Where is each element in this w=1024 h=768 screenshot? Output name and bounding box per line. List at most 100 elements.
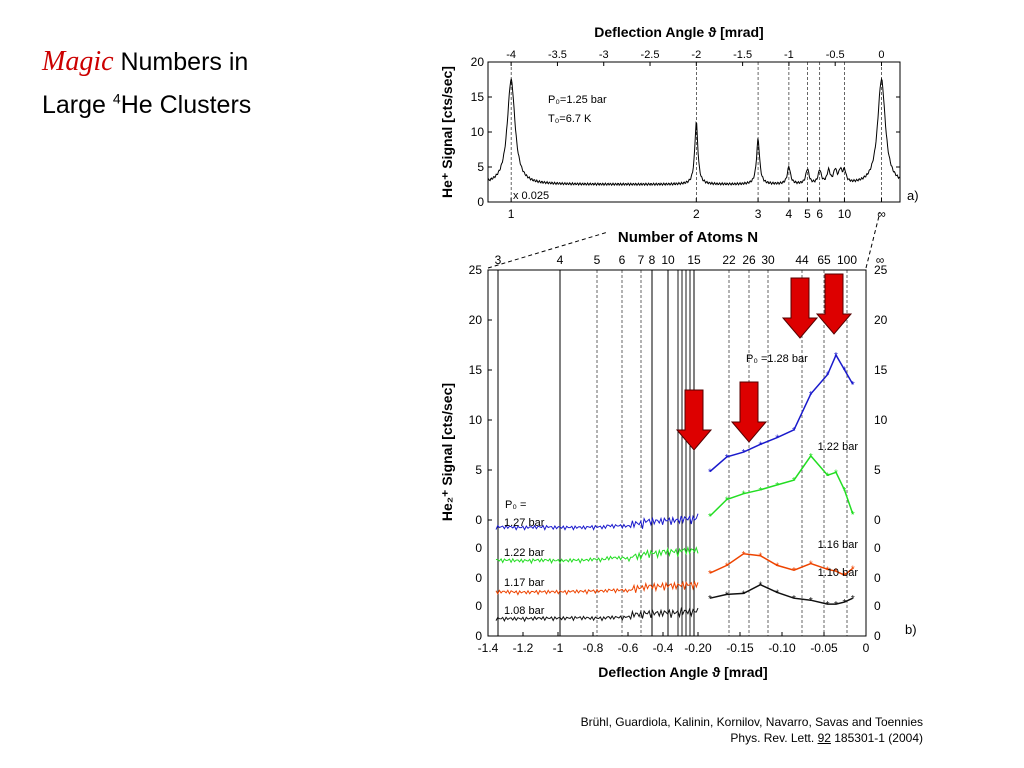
panel-b-series-marker: * — [851, 594, 855, 605]
panel-b-x-axis-title: Deflection Angle ϑ [mrad] — [598, 664, 767, 680]
panel-a-y-tick-label: 15 — [471, 90, 485, 104]
citation-journal-post: 185301-1 (2004) — [830, 731, 923, 745]
panel-b-series-marker: * — [809, 559, 813, 570]
zoom-connector-left — [487, 231, 609, 269]
panel-b-series-right-label: 1.22 bar — [818, 441, 859, 453]
panel-b-series-marker: * — [826, 565, 830, 576]
panel-b-y-tick-label: 25 — [469, 263, 483, 277]
panel-b-offset-zero-label-right: 0 — [874, 541, 881, 555]
panel-b-offset-zero-label-right: 0 — [874, 571, 881, 585]
panel-b-series-marker: * — [826, 600, 830, 611]
panel-b-n-tick-label: 8 — [649, 253, 656, 267]
panel-b-p0-label: P₀ = — [505, 499, 526, 511]
panel-b-series-marker: * — [742, 490, 746, 501]
panel-a: Deflection Angle ϑ [mrad] -4 -3.5 -3 -2.5 -2… — [439, 24, 919, 246]
panel-b-p0-blue-label: P₀ =1.28 bar — [746, 353, 808, 365]
panel-b-series-marker: * — [842, 571, 846, 582]
panel-b-series-marker: * — [792, 476, 796, 487]
panel-b-series-marker: * — [725, 590, 729, 601]
panel-b-series-marker: * — [809, 596, 813, 607]
panel-b-n-tick-label: 15 — [687, 253, 701, 267]
magic-number-arrow — [675, 389, 713, 451]
panel-b-series-left-trace — [495, 545, 699, 565]
panel-b-y-tick-label: 20 — [469, 313, 483, 327]
panel-b-n-tick-label: 5 — [594, 253, 601, 267]
panel-b-x-tick-label: -0.10 — [768, 641, 796, 655]
panel-a-n-tick-label: 3 — [755, 207, 762, 221]
panel-b-series-left-label: 1.17 bar — [504, 577, 545, 589]
panel-b-offset-zero-label: 0 — [475, 571, 482, 585]
panel-b-x-tick-label: -0.20 — [684, 641, 712, 655]
panel-b-x-tick-label: -0.15 — [726, 641, 754, 655]
panel-b-series-marker: * — [792, 594, 796, 605]
panel-b-series-right-trace — [709, 583, 854, 605]
panel-a-y-tick-label: 20 — [471, 55, 485, 69]
panel-a-n-tick-label: 1 — [508, 207, 515, 221]
citation-authors: Brühl, Guardiola, Kalinin, Kornilov, Nav… — [580, 715, 923, 729]
panel-b-series-marker: * — [742, 589, 746, 600]
panel-b-series-marker: * — [758, 581, 762, 592]
panel-b-x-tick-label: -1.4 — [478, 641, 499, 655]
panel-a-top-axis-title: Deflection Angle ϑ [mrad] — [594, 24, 763, 40]
panel-b-x-tick-label: -1.2 — [513, 641, 534, 655]
panel-a-top-tick-label: -0.5 — [826, 49, 845, 61]
panel-a-top-tick-label: -2 — [691, 49, 701, 61]
panel-b-series-marker: * — [842, 598, 846, 609]
panel-b-x-tick-label: -1 — [553, 641, 564, 655]
panel-b-offset-zero-label-right: 0 — [874, 629, 881, 643]
panel-a-y-tick-label: 5 — [477, 160, 484, 174]
panel-b-y-tick-label-right: 25 — [874, 263, 888, 277]
panel-b-series-marker: * — [775, 588, 779, 599]
panel-b-x-tick-label: -0.8 — [583, 641, 604, 655]
citation-journal: Phys. Rev. Lett. 92 185301-1 (2004) — [581, 730, 923, 746]
panel-a-n-tick-label: 2 — [693, 207, 700, 221]
panel-b-y-tick-label: 5 — [475, 463, 482, 477]
panel-b-series-marker: * — [708, 594, 712, 605]
panel-b-series: * * * * * * * * * * * 1.17 bar 1.16 bar — [495, 539, 858, 596]
panel-b-series-left-label: 1.08 bar — [504, 605, 545, 617]
panel-b-content: -1.4 -1.2 -1 -0.8 -0.6 -0.4 -0.20 -0.15 -0.10 -0.… — [469, 253, 888, 655]
panel-b-y-tick-label: 10 — [469, 413, 483, 427]
panel-b-series-marker: * — [725, 561, 729, 572]
panel-a-n-tick-label: 4 — [786, 207, 793, 221]
panel-b-n-tick-label: 30 — [761, 253, 775, 267]
panel-a-top-tick-label: -4 — [506, 49, 516, 61]
panel-a-n-tick-label: ∞ — [877, 207, 886, 221]
panel-b-x-tick-label: -0.4 — [653, 641, 674, 655]
title-line2-pre: Large — [42, 90, 113, 119]
panel-b-series-marker: * — [851, 380, 855, 391]
zoom-connector-right — [865, 211, 881, 269]
panel-b-y-tick-label-right: 5 — [874, 463, 881, 477]
title-line2-post: He Clusters — [120, 90, 252, 119]
panel-a-n-tick-label: 5 — [804, 207, 811, 221]
title-magic-word: Magic — [42, 46, 114, 77]
panel-b-offset-zero-label: 0 — [475, 599, 482, 613]
panel-b-frame — [487, 269, 867, 637]
panel-b-series-marker: * — [725, 496, 729, 507]
panel-a-top-tick-label: -2.5 — [641, 49, 660, 61]
panel-b-y-tick-label-right: 15 — [874, 363, 888, 377]
panel-b-series-marker: * — [834, 567, 838, 578]
panel-b-series-marker: * — [708, 468, 712, 479]
title-line-2: Large 4He Clusters — [42, 85, 251, 125]
panel-b-series-left-trace — [495, 606, 699, 623]
panel-b-series: * * * * * * * * * * * 1.22 bar 1.22 bar — [495, 441, 859, 565]
panel-b-x-tick-label: -0.6 — [618, 641, 639, 655]
panel-b-series: * * * * * * * * * * * 1.27 bar — [495, 351, 855, 531]
magic-number-arrow — [781, 277, 819, 339]
panel-b-series-marker: * — [742, 550, 746, 561]
panel-b-n-tick-label: 4 — [557, 253, 564, 267]
panel-a-top-tick-label: -3.5 — [548, 49, 567, 61]
panel-b-n-tick-label: 100 — [837, 253, 857, 267]
panel-a-top-tick-label: -1 — [784, 49, 794, 61]
panel-a-y-tick-label: 0 — [477, 195, 484, 209]
citation: Brühl, Guardiola, Kalinin, Kornilov, Nav… — [581, 714, 923, 746]
panel-a-top-tick-label: 0 — [878, 49, 884, 61]
panel-b-series-left-trace — [495, 580, 699, 596]
panel-a-label: a) — [907, 188, 919, 203]
panel-b-series-marker: * — [826, 371, 830, 382]
panel-a-frame — [487, 61, 901, 203]
panel-b-series-marker: * — [775, 434, 779, 445]
panel-b-offset-zero-label: 0 — [475, 541, 482, 555]
panel-b-series-right-trace — [709, 353, 854, 473]
